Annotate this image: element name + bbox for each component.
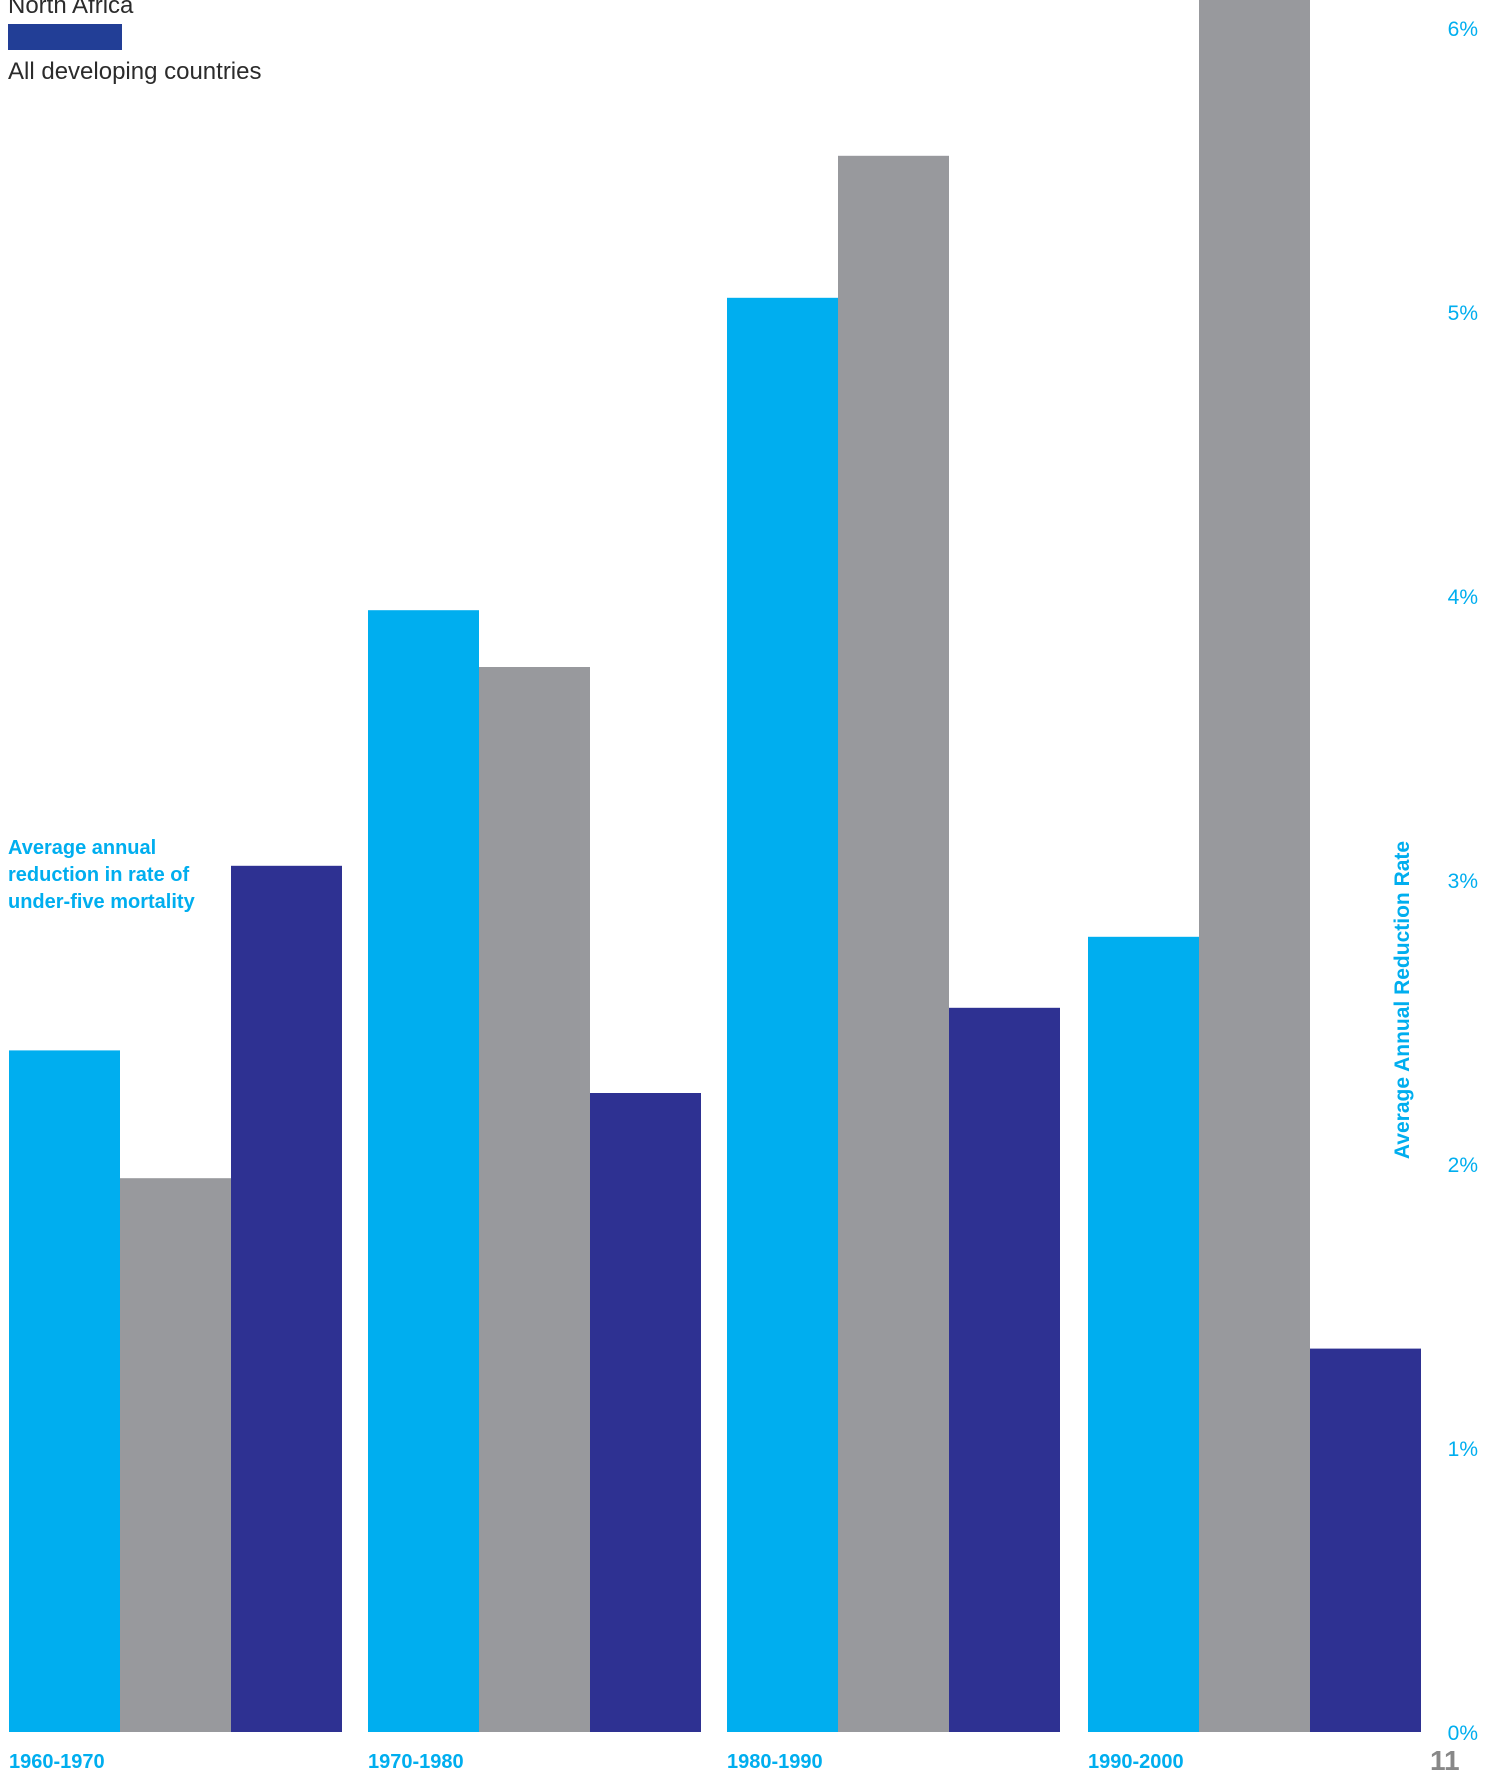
bar-1960-1970-series-2 [120, 1178, 231, 1732]
y-tick-label: 5% [1448, 302, 1478, 325]
x-tick-label: 1970-1980 [368, 1751, 464, 1773]
x-tick-label: 1980-1990 [727, 1751, 823, 1773]
y-tick-label: 3% [1448, 870, 1478, 893]
bar-1990-2000-series-3 [1310, 1348, 1421, 1732]
bar-1970-1980-series-2 [479, 667, 590, 1732]
bar-1990-2000-series-1 [1088, 936, 1199, 1732]
page-number: 11 [1430, 1745, 1460, 1776]
bar-1980-1990-series-3 [949, 1007, 1060, 1732]
bar-1980-1990-series-1 [727, 297, 838, 1732]
legend-swatch-all-developing [8, 24, 122, 50]
y-tick-label: 2% [1448, 1154, 1478, 1177]
y-tick-label: 4% [1448, 586, 1478, 609]
y-tick-label: 1% [1448, 1438, 1478, 1461]
legend-label-all-developing: All developing countries [8, 58, 262, 85]
bar-1960-1970-series-1 [9, 1050, 120, 1732]
bar-1980-1990-series-2 [838, 155, 949, 1732]
y-tick-label: 6% [1448, 18, 1478, 41]
bar-1970-1980-series-3 [590, 1093, 701, 1732]
legend-label-north-africa: North Africa [8, 0, 134, 19]
bar-1970-1980-series-1 [368, 610, 479, 1733]
y-tick-label: 0% [1448, 1722, 1478, 1745]
y-axis-title-text: Average Annual Reduction Rate [1391, 840, 1414, 1160]
chart-annotation: Average annual reduction in rate of unde… [8, 837, 195, 913]
bar-1990-2000-series-2 [1199, 0, 1310, 1732]
x-tick-label: 1960-1970 [9, 1751, 105, 1773]
bar-1960-1970-series-3 [231, 865, 342, 1732]
x-tick-label: 1990-2000 [1088, 1751, 1184, 1773]
